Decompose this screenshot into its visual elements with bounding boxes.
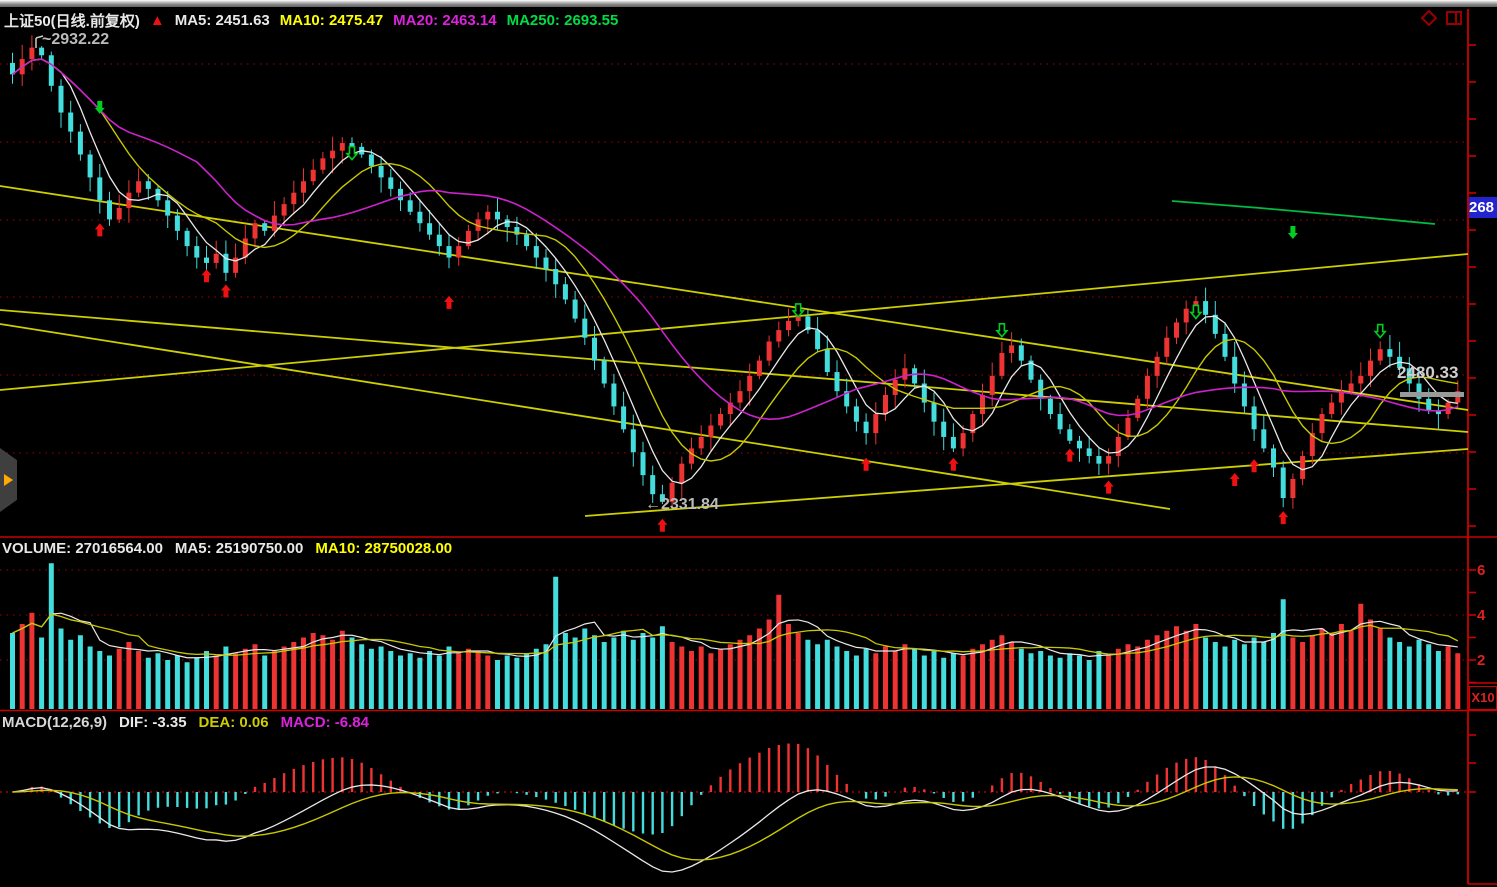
window-top-strip <box>0 0 1497 7</box>
symbol-title: 上证50(日线.前复权) <box>4 13 140 30</box>
macd-dif-value: DIF: -3.35 <box>119 714 187 731</box>
expand-arrow-icon <box>4 474 13 486</box>
macd-header: MACD(12,26,9) DIF: -3.35 DEA: 0.06 MACD:… <box>2 714 369 731</box>
volume-unit-badge: X10 <box>1469 686 1497 710</box>
diamond-icon[interactable] <box>1421 10 1437 26</box>
macd-name: MACD(12,26,9) <box>2 714 108 731</box>
volume-ma10-value: MA10: 28750028.00 <box>315 540 453 557</box>
volume-header: VOLUME: 27016564.00 MA5: 25190750.00 MA1… <box>2 540 452 557</box>
ma10-value: MA10: 2475.47 <box>279 12 384 29</box>
last-price-marker <box>1400 392 1464 397</box>
main-chart-header: 上证50(日线.前复权) ▲ MA5: 2451.63 MA10: 2475.4… <box>4 10 618 31</box>
volume-tick-6: 6 <box>1477 562 1486 579</box>
expand-side-panel-tab[interactable] <box>0 448 17 512</box>
low-price-label: ←2331.84 <box>645 496 719 513</box>
ma20-value: MA20: 2463.14 <box>393 12 497 29</box>
volume-tick-2: 2 <box>1477 652 1486 669</box>
axis-price-badge: 268 <box>1469 197 1497 218</box>
volume-ma5-value: MA5: 25190750.00 <box>174 540 304 557</box>
macd-dea-value: DEA: 0.06 <box>198 714 269 731</box>
last-price-label: 2480.33 <box>1397 363 1459 382</box>
volume-value: VOLUME: 27016564.00 <box>2 540 163 557</box>
volume-tick-4: 4 <box>1477 607 1486 624</box>
high-price-label: ~2932.22 <box>42 31 110 48</box>
ma5-value: MA5: 2451.63 <box>174 12 270 29</box>
split-window-icon[interactable] <box>1446 10 1462 26</box>
signal-up-arrow-icon: ▲ <box>149 12 165 29</box>
macd-value: MACD: -6.84 <box>280 714 369 731</box>
ma250-value: MA250: 2693.55 <box>506 12 619 29</box>
